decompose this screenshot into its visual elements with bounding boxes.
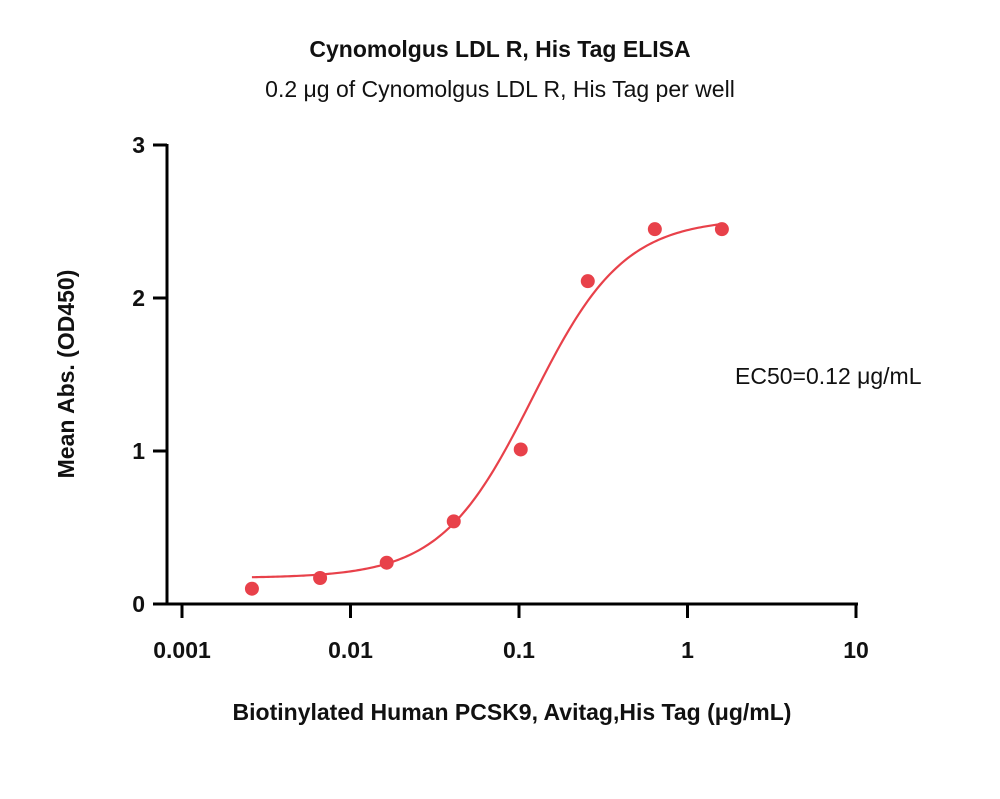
y-tick-label: 1	[132, 438, 145, 464]
data-points	[244, 222, 729, 596]
x-axis-ticks: 0.001 0.01 0.1 1 10	[153, 604, 869, 663]
ec50-annotation: EC50=0.12 μg/mL	[735, 363, 922, 389]
x-tick-label: 0.001	[153, 637, 211, 663]
data-point	[647, 222, 662, 237]
y-axis-ticks: 0 1 2 3	[132, 132, 167, 617]
y-tick-label: 0	[132, 591, 145, 617]
chart-title: Cynomolgus LDL R, His Tag ELISA	[309, 36, 691, 62]
data-point	[513, 442, 528, 457]
x-axis-label: Biotinylated Human PCSK9, Avitag,His Tag…	[233, 699, 792, 725]
data-point	[580, 274, 595, 289]
data-point	[446, 514, 461, 529]
x-tick-label: 0.1	[503, 637, 535, 663]
y-axis-label: Mean Abs. (OD450)	[53, 270, 79, 479]
data-point	[313, 570, 328, 585]
x-tick-label: 10	[843, 637, 869, 663]
chart-subtitle: 0.2 μg of Cynomolgus LDL R, His Tag per …	[265, 76, 735, 102]
x-tick-label: 1	[681, 637, 694, 663]
x-tick-label: 0.01	[328, 637, 373, 663]
fit-curve	[251, 222, 723, 579]
data-point	[244, 581, 259, 596]
axes	[165, 144, 858, 606]
data-point	[379, 555, 394, 570]
y-tick-label: 2	[132, 285, 145, 311]
data-point	[714, 222, 729, 237]
y-tick-label: 3	[132, 132, 145, 158]
